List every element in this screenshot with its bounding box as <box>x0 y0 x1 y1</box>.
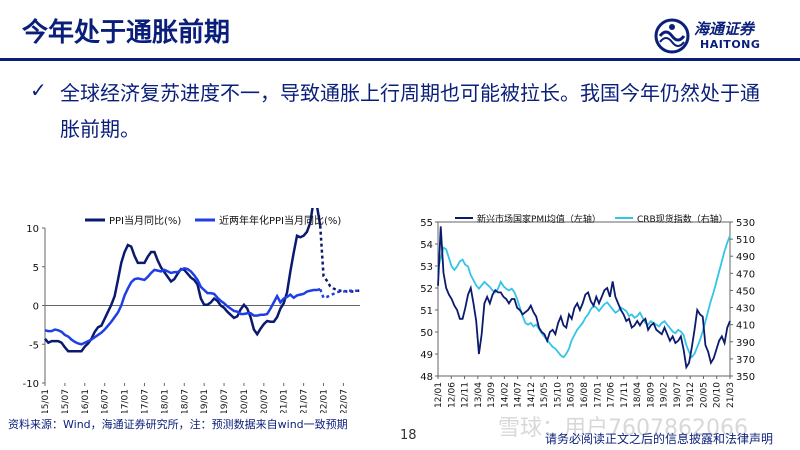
x-tick-label: 12/11 <box>461 382 471 408</box>
x-tick-label: 19/02 <box>660 382 670 408</box>
x-tick-label: 15/05 <box>540 382 550 408</box>
y-right-tick-label: 370 <box>736 355 755 366</box>
x-tick-label: 15/10 <box>553 382 563 408</box>
y-left-tick-label: 48 <box>420 372 433 383</box>
x-tick-label: 16/03 <box>567 382 577 408</box>
y-right-tick-label: 450 <box>736 286 755 297</box>
x-tick-label: 19/07 <box>220 389 230 413</box>
legend-label: 近两年年化PPI当月同比(%) <box>219 214 341 227</box>
x-tick-label: 17/01 <box>593 382 603 408</box>
check-icon: ✓ <box>30 78 47 102</box>
y-right-tick-label: 390 <box>736 338 755 349</box>
y-right-tick-label: 350 <box>736 372 755 383</box>
source-note: 资料来源：Wind，海通证券研究所，注：预测数据来自wind一致预期 <box>8 418 348 431</box>
legend-label: 新兴市场国家PMI均值（左轴） <box>477 213 601 225</box>
x-tick-label: 12/01 <box>434 382 444 408</box>
x-tick-label: 20/10 <box>713 382 723 408</box>
y-left-tick-label: 53 <box>420 262 433 273</box>
x-tick-label: 14/02 <box>500 382 510 408</box>
x-tick-label: 16/01 <box>81 389 91 413</box>
x-tick-label: 14/07 <box>514 382 524 408</box>
x-tick-label: 18/07 <box>180 389 190 413</box>
forecast-line-1 <box>319 288 360 300</box>
y-tick-label: 10 <box>26 224 39 235</box>
x-tick-label: 21/03 <box>726 382 736 408</box>
forecast-line-0 <box>318 225 360 293</box>
y-left-tick-label: 49 <box>420 350 433 361</box>
y-right-tick-label: 530 <box>736 218 755 229</box>
y-right-tick-label: 470 <box>736 269 755 280</box>
y-tick-label: -5 <box>29 340 39 351</box>
logo-text-en: HAITONG <box>700 38 761 51</box>
y-right-tick-label: 430 <box>736 304 755 315</box>
haitong-logo <box>654 18 690 54</box>
y-right-tick-label: 510 <box>736 235 755 246</box>
legend-label: CRB现货指数（右轴） <box>637 213 728 225</box>
x-tick-label: 22/07 <box>339 389 349 413</box>
y-left-tick-label: 51 <box>420 306 433 317</box>
y-left-tick-label: 52 <box>420 284 433 295</box>
x-tick-label: 19/01 <box>200 389 210 413</box>
x-tick-label: 18/04 <box>633 382 643 408</box>
x-tick-label: 16/07 <box>101 389 111 413</box>
pmi-crb-line-chart: 48 49 50 51 52 53 54 55 350 370 390 410 430 450 470 490… <box>420 213 755 408</box>
x-tick-label: 12/06 <box>447 382 457 408</box>
ppi-line-chart: -10 -5 0 5 10 15/01 15/07 16/01 16/07 17/01 17/07 1… <box>23 208 360 413</box>
x-tick-label: 20/05 <box>699 382 709 408</box>
x-tick-label: 14/12 <box>527 382 537 408</box>
x-tick-label: 13/09 <box>487 382 497 408</box>
page-number: 18 <box>400 428 417 443</box>
y-right-tick-label: 490 <box>736 252 755 263</box>
x-tick-label: 22/01 <box>320 389 330 413</box>
x-tick-label: 20/07 <box>260 389 270 413</box>
y-left-tick-label: 55 <box>420 218 433 229</box>
x-tick-label: 17/06 <box>607 382 617 408</box>
x-tick-label: 20/01 <box>240 389 250 413</box>
y-tick-label: -10 <box>23 379 39 390</box>
series-line-1 <box>44 266 321 346</box>
x-tick-label: 18/09 <box>646 382 656 408</box>
x-tick-label: 15/01 <box>41 389 51 413</box>
y-tick-label: 5 <box>33 263 39 274</box>
x-tick-label: 13/04 <box>474 382 484 408</box>
logo-text-cn: 海通证券 <box>694 20 755 38</box>
disclaimer: 请务必阅读正文之后的信息披露和法律声明 <box>545 432 774 446</box>
x-tick-label: 17/11 <box>620 382 630 408</box>
x-tick-label: 18/01 <box>160 389 170 413</box>
y-left-tick-label: 50 <box>420 328 433 339</box>
bullet-text: 全球经济复苏进度不一，导致通胀上行周期也可能被拉长。我国今年仍然处于通胀前期。 <box>60 81 760 141</box>
crb-series-line <box>437 235 731 359</box>
x-tick-label: 21/07 <box>300 389 310 413</box>
y-right-tick-label: 410 <box>736 321 755 332</box>
x-tick-label: 17/07 <box>140 389 150 413</box>
legend-label: PPI当月同比(%) <box>109 214 181 227</box>
x-tick-label: 19/12 <box>686 382 696 408</box>
y-left-tick-label: 54 <box>420 240 433 251</box>
title-divider <box>0 58 800 61</box>
y-tick-label: 0 <box>33 302 39 313</box>
x-tick-label: 21/01 <box>280 389 290 413</box>
x-tick-label: 17/01 <box>121 389 131 413</box>
page-title: 今年处于通胀前期 <box>22 18 231 48</box>
series-line-0 <box>44 208 322 353</box>
watermark: 雪球：用户7607862066 <box>498 416 748 441</box>
x-tick-label: 19/07 <box>673 382 683 408</box>
pmi-series-line <box>437 226 731 370</box>
x-tick-label: 15/07 <box>61 389 71 413</box>
x-tick-label: 16/08 <box>580 382 590 408</box>
